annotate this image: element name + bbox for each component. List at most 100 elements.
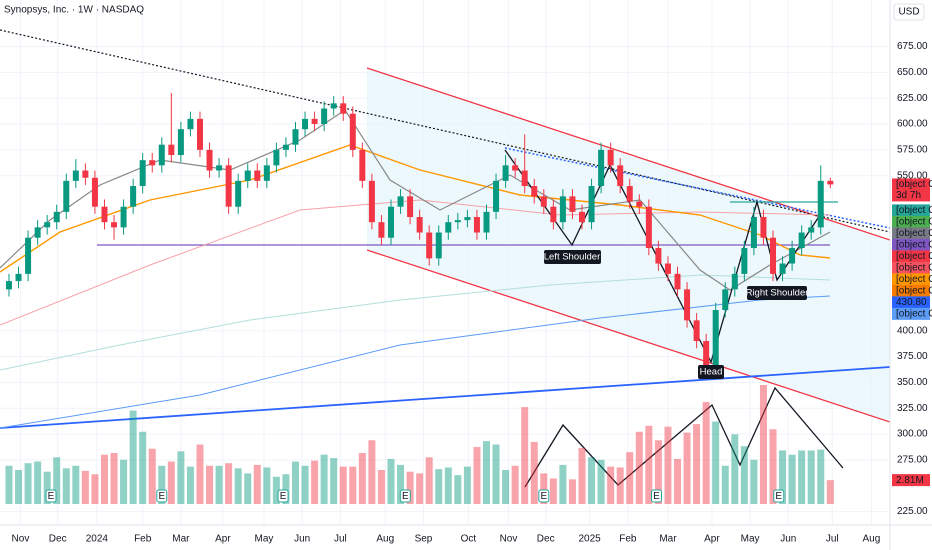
volume [5, 385, 834, 504]
volume-bar [444, 467, 452, 504]
volume-bar [5, 465, 13, 504]
volume-zigzag [524, 386, 844, 488]
candle-body [550, 206, 557, 223]
candles [5, 93, 834, 373]
candle-body [282, 144, 289, 150]
price-label: [object Object] [896, 228, 932, 239]
volume-bar [225, 463, 233, 504]
candle-body [254, 170, 261, 181]
volume-bar [206, 465, 214, 504]
earnings-label: E [158, 491, 165, 502]
volume-bar [654, 440, 662, 504]
volume-bar [759, 385, 767, 504]
price-label: [object Object] [896, 205, 932, 216]
y-tick-label: 675.00 [897, 41, 928, 52]
ma-long [0, 274, 831, 371]
x-tick-label: Feb [134, 534, 152, 545]
earnings-marker [45, 489, 57, 503]
volume-bar [148, 448, 156, 504]
candle-body [292, 129, 299, 145]
volume-bar [397, 464, 405, 504]
annotation: Head [700, 367, 723, 378]
volume-bar [282, 474, 290, 504]
candle-body [244, 170, 251, 181]
candle-body [321, 108, 328, 125]
candle-body [63, 180, 70, 212]
candle-body [559, 196, 566, 223]
volume-bar [530, 441, 538, 504]
annotation: Left Shoulder [544, 252, 601, 263]
candle-body [483, 211, 490, 233]
candle-body [703, 341, 710, 367]
volume-bar [788, 454, 796, 504]
candle-body [473, 217, 480, 233]
candle-body [636, 201, 643, 207]
y-tick-label: 650.00 [897, 67, 928, 78]
candle-body [655, 248, 662, 264]
volume-bar [72, 465, 80, 504]
price-labels: [object Object]3d 7h[object Object][obje… [892, 178, 932, 487]
x-tick-label: Dec [537, 534, 555, 545]
candle-body [149, 160, 156, 166]
volume-bar [186, 466, 194, 504]
candle-body [827, 180, 834, 185]
y-tick-label: 300.00 [897, 429, 928, 440]
volume-bar [435, 469, 443, 504]
countdown: 3d 7h [896, 190, 921, 201]
candle-body [607, 149, 614, 166]
volume-bar [616, 467, 624, 504]
annotation-box [544, 250, 601, 264]
annotations: Left Shoulder Head Right Shoulder [544, 250, 809, 379]
volume-bar [311, 460, 319, 504]
candle-body [521, 170, 528, 187]
price-label-box [892, 250, 930, 263]
currency: USD [898, 7, 919, 18]
y-tick-label: 225.00 [897, 506, 928, 517]
volume-bar [377, 470, 385, 504]
candle-body [540, 196, 547, 207]
candle-body [722, 289, 729, 311]
volume-bar [53, 457, 61, 504]
price-label-box [892, 307, 930, 320]
volume-bar [301, 465, 309, 504]
price-label: [object Object] [896, 286, 932, 297]
volume-bar [15, 470, 23, 504]
candle-body [25, 237, 32, 274]
candle-body [101, 206, 108, 223]
candle-body [82, 170, 89, 178]
candle-body [158, 144, 165, 166]
candle-body [263, 165, 270, 181]
x-tick-label: 2025 [579, 534, 602, 545]
candle-body [120, 206, 127, 228]
volume-bar [244, 473, 252, 504]
volume-bar [807, 450, 815, 504]
volume-bar [177, 451, 185, 504]
y-tick-label: 400.00 [897, 325, 928, 336]
price-label-box [892, 178, 930, 191]
ma-gray [0, 109, 831, 291]
price-label: [object Object] [896, 179, 932, 190]
candle-body [731, 273, 738, 290]
volume-bar [263, 467, 271, 504]
price-label: [object Object] [896, 251, 932, 262]
volume-bar [358, 453, 366, 504]
volume-bar [549, 478, 557, 504]
candle-body [693, 320, 700, 342]
volume-bar [368, 440, 376, 504]
candle-body [91, 177, 98, 207]
price-label-box [892, 215, 930, 228]
volume-bar [578, 447, 586, 504]
volume-bar [769, 429, 777, 504]
volume-bar [597, 459, 605, 504]
earnings-marker [156, 489, 168, 503]
annotation: Right Shoulder [746, 288, 809, 299]
earnings-label: E [540, 491, 547, 502]
candle-body [684, 289, 691, 321]
volume-bar [43, 471, 51, 504]
candle-body [235, 180, 242, 207]
x-tick-label: Jun [780, 534, 796, 545]
x-tick-label: Nov [12, 534, 30, 545]
volume-bar [607, 466, 615, 504]
candle-body [779, 263, 786, 274]
